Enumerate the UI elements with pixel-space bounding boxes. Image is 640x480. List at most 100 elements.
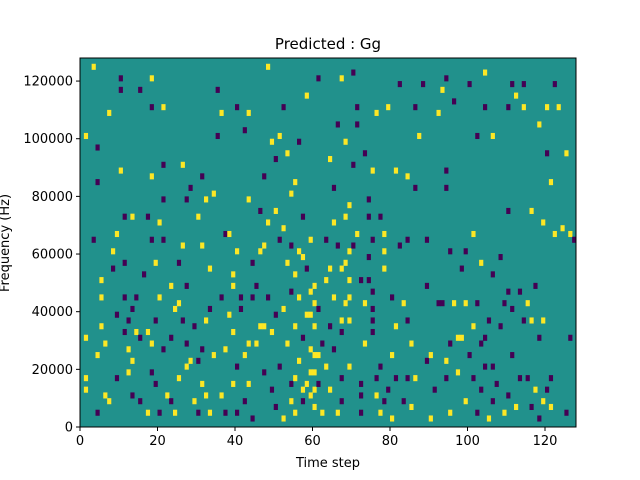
- heatmap-cell: [231, 282, 236, 289]
- heatmap-cell: [300, 334, 306, 341]
- heatmap-cell: [424, 236, 430, 243]
- heatmap-cell: [103, 392, 108, 399]
- heatmap-cell: [463, 248, 468, 255]
- heatmap-cell: [560, 225, 565, 232]
- heatmap-cell: [297, 248, 302, 255]
- heatmap-cell: [382, 230, 387, 238]
- heatmap-cell: [521, 317, 526, 324]
- heatmap-cell: [335, 242, 340, 249]
- heatmap-cell: [200, 346, 205, 353]
- heatmap-cell: [510, 352, 515, 359]
- heatmap-cell: [359, 409, 364, 416]
- heatmap-cell: [204, 392, 209, 399]
- heatmap-cell: [300, 213, 306, 220]
- heatmap-cell: [308, 311, 313, 318]
- heatmap-cell: [269, 386, 275, 393]
- x-tick-label: 60: [304, 434, 321, 449]
- heatmap-cell: [471, 230, 476, 238]
- heatmap-cell: [397, 81, 402, 88]
- heatmap-cell: [506, 207, 511, 214]
- heatmap-cell: [273, 311, 278, 318]
- heatmap-cell: [324, 363, 329, 370]
- y-tick-label: 120000: [23, 75, 73, 90]
- heatmap-cell: [386, 386, 391, 393]
- heatmap-cell: [490, 132, 495, 140]
- heatmap-cell: [289, 398, 294, 405]
- heatmap-cell: [153, 380, 158, 387]
- heatmap-cell: [126, 346, 131, 353]
- heatmap-cell: [521, 81, 526, 88]
- heatmap-cell: [273, 403, 278, 411]
- heatmap-cell: [490, 398, 495, 405]
- heatmap-cell: [188, 184, 193, 191]
- heatmap-cell: [475, 132, 480, 140]
- heatmap-cell: [506, 288, 511, 295]
- heatmap-cell: [153, 259, 158, 266]
- heatmap-cell: [204, 317, 209, 324]
- heatmap-cell: [548, 403, 554, 411]
- heatmap-cell: [475, 300, 480, 307]
- heatmap-cell: [219, 392, 224, 399]
- heatmap-cell: [386, 104, 391, 111]
- heatmap-cell: [223, 230, 228, 238]
- heatmap-cell: [471, 323, 476, 330]
- heatmap-cell: [382, 398, 387, 405]
- heatmap-cell: [308, 369, 313, 376]
- heatmap-cell: [312, 352, 317, 359]
- heatmap-cell: [99, 323, 104, 330]
- heatmap-cell: [436, 300, 441, 307]
- heatmap-cell: [316, 380, 321, 387]
- heatmap-cell: [266, 63, 271, 70]
- heatmap-cell: [95, 352, 100, 359]
- heatmap-cell: [506, 104, 511, 111]
- heatmap-cell: [421, 81, 426, 88]
- heatmap-cell: [122, 328, 127, 336]
- heatmap-cell: [362, 300, 368, 307]
- heatmap-cell: [219, 294, 224, 301]
- y-axis-label: Frequency (Hz): [0, 194, 13, 292]
- heatmap-cell: [525, 375, 530, 382]
- heatmap-cell: [533, 282, 538, 289]
- heatmap-cell: [277, 236, 282, 243]
- heatmap-cell: [149, 104, 154, 111]
- heatmap-cell: [211, 352, 216, 359]
- heatmap-cell: [467, 352, 472, 359]
- heatmap-cell: [308, 346, 313, 353]
- heatmap-cell: [262, 323, 267, 330]
- heatmap-cell: [479, 386, 484, 393]
- heatmap-cell: [300, 254, 306, 261]
- y-axis: 0 20000 40000 60000 80000 100000 120000: [23, 75, 80, 436]
- heatmap-cell: [145, 213, 151, 220]
- y-tick-label: 80000: [32, 190, 73, 205]
- heatmap-cell: [304, 380, 309, 387]
- heatmap-cell: [370, 328, 375, 336]
- heatmap-cell: [444, 167, 449, 174]
- heatmap-cell: [390, 352, 395, 359]
- heatmap-cell: [293, 271, 298, 278]
- heatmap-cell: [351, 242, 356, 249]
- heatmap-cell: [510, 81, 515, 88]
- x-tick-label: 80: [382, 434, 399, 449]
- heatmap-cell: [169, 282, 174, 289]
- heatmap-cell: [184, 340, 189, 347]
- heatmap-cell: [207, 409, 213, 416]
- heatmap-cell: [444, 375, 449, 382]
- heatmap-cell: [517, 375, 523, 382]
- heatmap-cell: [297, 138, 302, 145]
- heatmap-cell: [533, 386, 538, 393]
- heatmap-cell: [281, 305, 286, 312]
- heatmap-cell: [366, 213, 371, 220]
- heatmap-cell: [370, 236, 375, 243]
- heatmap-cell: [452, 98, 457, 105]
- heatmap-cell: [459, 265, 464, 272]
- heatmap-cell: [444, 75, 449, 82]
- heatmap-cell: [382, 265, 387, 272]
- heatmap-cell: [359, 277, 364, 284]
- heatmap-cell: [424, 282, 430, 289]
- heatmap-cell: [467, 81, 472, 88]
- heatmap-cell: [188, 357, 193, 364]
- heatmap-cell: [91, 236, 96, 243]
- heatmap-cell: [312, 323, 317, 330]
- heatmap-cell: [428, 415, 433, 422]
- heatmap-cell: [180, 317, 185, 324]
